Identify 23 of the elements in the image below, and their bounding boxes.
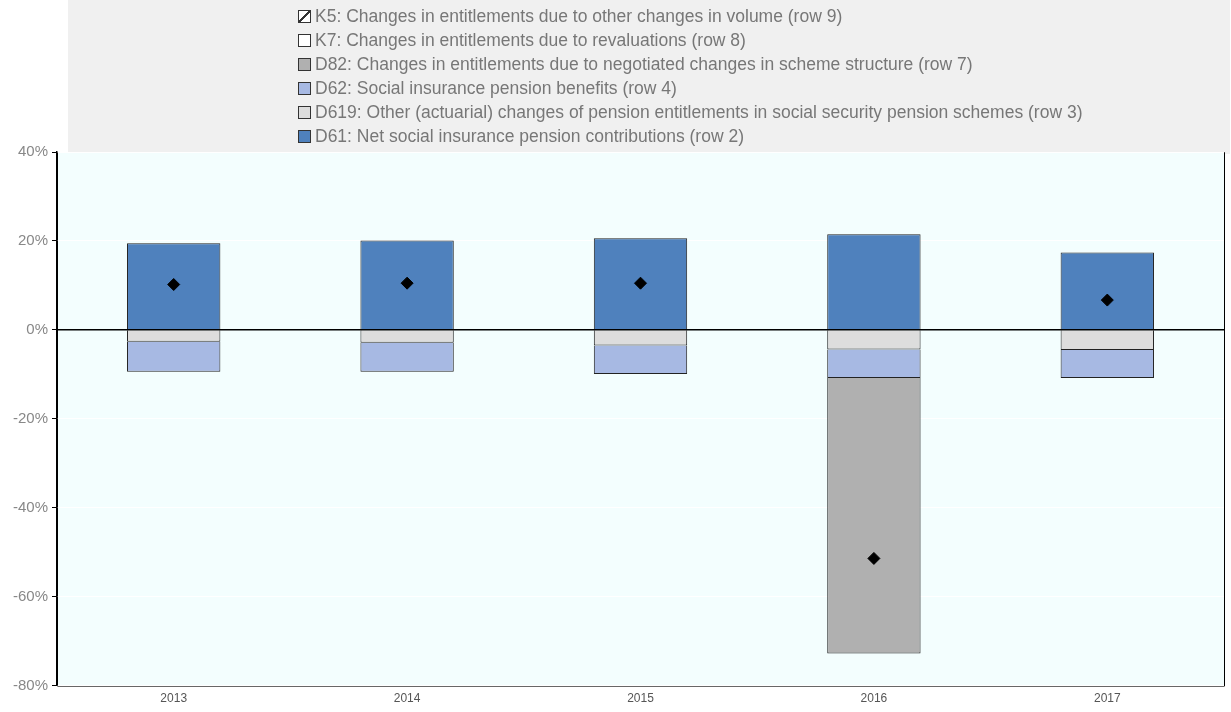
legend-label: D619: Other (actuarial) changes of pension entitlements in social security pension schemes (row 3) <box>315 101 1083 124</box>
legend-label: D61: Net social insurance pension contributions (row 2) <box>315 125 744 148</box>
y-tick-label: 0% <box>26 320 48 338</box>
point <box>400 276 414 290</box>
x-tick-label: 2016 <box>860 691 888 706</box>
legend-label: K5: Changes in entitlements due to other changes in volume (row 9) <box>315 5 843 28</box>
y-tick-label: 20% <box>17 231 48 249</box>
point <box>1100 293 1114 307</box>
legend-label: D62: Social insurance pension benefits (row 4) <box>315 77 677 100</box>
y-tick-label: -40% <box>12 497 48 515</box>
x-tick-label: 2014 <box>393 691 421 706</box>
y-tick-label: 40% <box>17 142 48 160</box>
y-tick-label: -60% <box>12 586 48 604</box>
y-tick-label: -20% <box>12 408 48 426</box>
x-tick-label: 2015 <box>627 691 655 706</box>
y-tick-label: -80% <box>12 675 48 693</box>
x-tick-label: 2013 <box>160 691 188 706</box>
point <box>167 278 181 292</box>
point <box>634 276 647 290</box>
point <box>867 551 881 565</box>
x-tick-label: 2017 <box>1093 691 1121 706</box>
legend-label: K7: Changes in entitlements due to revaluations (row 8) <box>315 29 746 52</box>
legend-label: D82: Changes in entitlements due to negotiated changes in scheme structure (row 7) <box>315 53 973 76</box>
